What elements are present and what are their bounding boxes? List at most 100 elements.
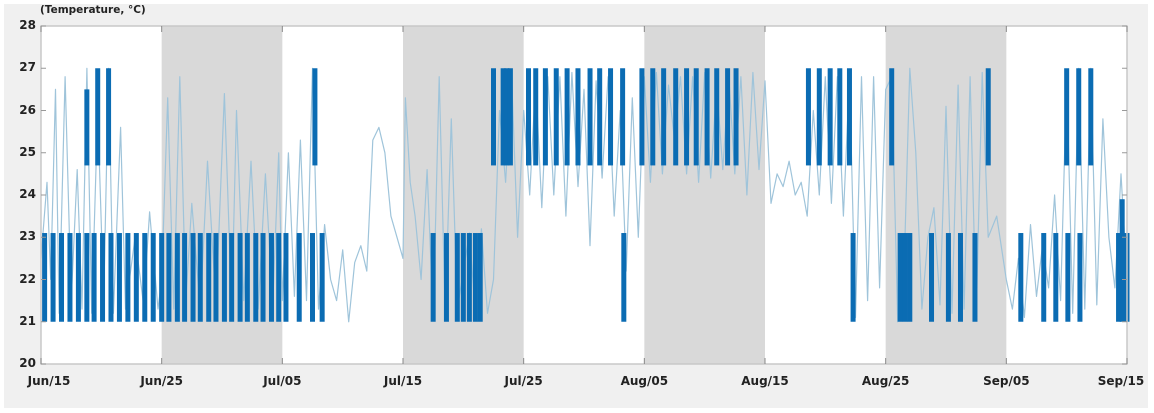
cycling-bar	[319, 233, 325, 322]
cycling-bar	[693, 68, 699, 166]
y-tick-label: 28	[19, 18, 36, 32]
cycling-bar	[443, 233, 449, 322]
cycling-bar	[902, 233, 908, 322]
cycling-bar	[190, 233, 196, 322]
cycling-bar	[67, 233, 73, 322]
cycling-bar	[1116, 233, 1122, 322]
y-tick-label: 20	[19, 356, 36, 370]
cycling-bar	[100, 233, 106, 322]
cycling-bar	[500, 68, 506, 166]
cycling-bar	[296, 233, 302, 322]
y-axis-label: (Temperature, °C)	[40, 4, 146, 16]
cycling-bar	[268, 233, 274, 322]
cycling-bar	[929, 233, 935, 322]
cycling-bar	[1088, 68, 1094, 166]
cycling-bar	[125, 233, 131, 322]
cycling-bar	[972, 233, 978, 322]
cycling-bar	[608, 68, 614, 166]
axes	[40, 25, 1128, 365]
cycling-bar	[213, 233, 219, 322]
cycling-bar	[50, 233, 56, 322]
cycling-bar	[166, 233, 172, 322]
cycling-bar	[108, 233, 114, 322]
cycling-bar	[221, 233, 227, 322]
cycling-bar	[253, 233, 259, 322]
cycling-bar	[504, 68, 510, 166]
temperature-line	[40, 67, 1128, 323]
y-tick-label: 22	[19, 271, 36, 286]
y-tick-label: 24	[19, 187, 36, 201]
cycling-bar	[95, 68, 101, 166]
cycling-bar	[182, 233, 188, 322]
cycling-bar	[260, 233, 266, 322]
cycling-bar	[945, 233, 951, 322]
cycling-bar	[229, 233, 235, 322]
cycling-bar	[1065, 233, 1071, 322]
cycling-bar	[957, 233, 963, 322]
cycling-bar	[553, 68, 559, 166]
cycling-bar	[827, 68, 833, 166]
cycling-bar	[889, 68, 895, 166]
cycling-bar	[816, 68, 822, 166]
cycling-bar	[244, 233, 250, 322]
cycling-bar	[1077, 233, 1083, 322]
cycling-bar	[466, 233, 472, 322]
cycling-bar	[850, 233, 856, 322]
cycling-bar	[454, 233, 460, 322]
x-tick-label: Jul/15	[383, 374, 423, 388]
cycling-bar	[714, 68, 720, 166]
cycling-bar	[42, 233, 48, 322]
cycling-bar	[837, 68, 843, 166]
cycling-bar	[472, 233, 478, 322]
cycling-bar	[564, 68, 570, 166]
cycling-bar	[150, 233, 156, 322]
cycling-bar	[91, 233, 97, 322]
cycling-bar	[1041, 233, 1047, 322]
cycling-bar	[159, 233, 165, 322]
x-tick-label: Aug/25	[861, 374, 910, 388]
cycling-bar	[805, 68, 811, 166]
cycling-bar	[1018, 233, 1024, 322]
cycling-bar	[276, 233, 282, 322]
cycling-bar	[621, 233, 627, 322]
x-tick-label: Aug/15	[741, 374, 789, 388]
cycling-bar	[310, 233, 315, 322]
cycling-bar	[507, 68, 513, 166]
cycling-bar	[597, 68, 603, 166]
cycling-bar	[533, 68, 539, 166]
cycling-bar	[846, 68, 852, 166]
cycling-bar	[907, 233, 913, 322]
cycling-bar	[477, 233, 483, 322]
cycling-bar	[116, 233, 122, 322]
cycling-bar	[650, 68, 656, 166]
y-tick-label: 27	[19, 60, 36, 75]
y-tick-label: 26	[19, 102, 36, 117]
cycling-bar	[133, 233, 139, 322]
cycling-bar	[460, 233, 466, 322]
cycling-bar	[1119, 199, 1125, 322]
cycling-bar	[206, 233, 212, 322]
cycling-bar	[733, 68, 739, 166]
x-tick-label: Aug/05	[620, 374, 669, 388]
cycling-bar	[684, 68, 690, 166]
cycling-bar	[174, 233, 180, 322]
x-tick-label: Jun/25	[140, 374, 183, 388]
cycling-bar	[542, 68, 548, 166]
cycling-bar	[75, 233, 81, 322]
temperature-trace	[40, 67, 1128, 323]
cycling-bar	[897, 233, 903, 322]
x-tick-label: Jul/25	[504, 374, 543, 388]
x-tick-label: Sep/05	[983, 374, 1030, 388]
cycling-bar	[575, 68, 581, 166]
cycling-bar	[430, 233, 436, 322]
cycling-bar	[237, 233, 243, 322]
cycling-bar	[620, 68, 626, 166]
x-tick-label: Jul/05	[263, 374, 302, 388]
cycling-bar	[1064, 68, 1070, 166]
cycling-bar	[1076, 68, 1082, 166]
cycling-bar	[704, 68, 710, 166]
y-tick-label: 23	[19, 229, 36, 244]
cycling-bar	[661, 68, 667, 166]
cycling-bar	[84, 89, 90, 166]
